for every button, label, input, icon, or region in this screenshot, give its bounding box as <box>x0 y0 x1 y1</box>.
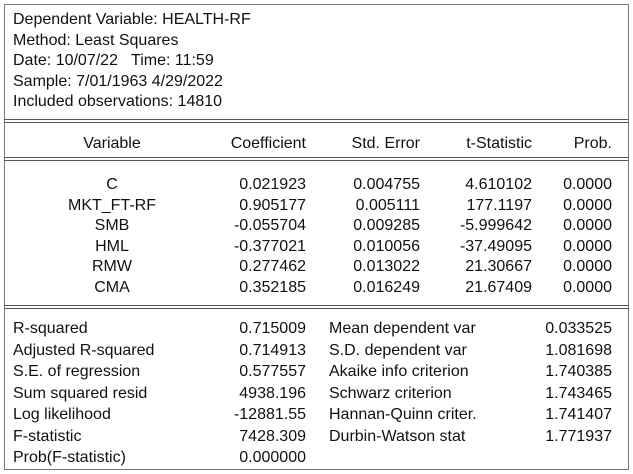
t-statistic-value: -37.49095 <box>459 237 532 255</box>
std-error-value: 0.009285 <box>353 217 420 234</box>
std-error-value: 0.016249 <box>353 278 420 296</box>
stat-label-prob-f-statistic: Prob(F-statistic) <box>13 449 126 466</box>
std-error-value: 0.013022 <box>353 258 420 275</box>
t-statistic-value: -5.999642 <box>459 217 532 234</box>
stat-value-adj-r-squared: 0.714913 <box>239 341 306 359</box>
stat-value-se-regression: 0.577557 <box>239 363 306 380</box>
prob-value: 0.0000 <box>563 176 612 193</box>
variable-name: RMW <box>92 258 132 275</box>
stat-value-akaike: 1.740385 <box>545 363 612 380</box>
stat-label-f-statistic: F-statistic <box>13 427 82 445</box>
method-line: Method: Least Squares <box>13 31 179 49</box>
divider-columns <box>4 157 629 161</box>
stat-value-f-statistic: 7428.309 <box>239 427 306 445</box>
prob-value: 0.0000 <box>563 278 612 296</box>
col-header-coefficient: Coefficient <box>230 135 306 152</box>
stat-value-hannan-quinn: 1.741407 <box>545 406 612 423</box>
col-header-prob: Prob. <box>573 135 612 152</box>
sample-line: Sample: 7/01/1963 4/29/2022 <box>13 72 223 90</box>
dependent-variable-line: Dependent Variable: HEALTH-RF <box>13 11 251 28</box>
coefficient-value: 0.905177 <box>239 196 306 214</box>
coefficient-value: 0.352185 <box>239 278 306 296</box>
divider-header <box>4 119 629 123</box>
col-header-t-statistic: t-Statistic <box>466 135 532 152</box>
stat-label-hannan-quinn: Hannan-Quinn criter. <box>329 406 477 423</box>
stat-value-sum-squared-resid: 4938.196 <box>239 384 306 402</box>
stat-label-se-regression: S.E. of regression <box>13 363 141 380</box>
stat-value-r-squared: 0.715009 <box>239 320 306 337</box>
col-header-std-error: Std. Error <box>351 135 420 152</box>
coefficient-value: -0.377021 <box>233 237 306 255</box>
std-error-value: 0.010056 <box>353 237 420 255</box>
stat-label-log-likelihood: Log likelihood <box>13 406 111 423</box>
stat-label-schwarz: Schwarz criterion <box>329 384 452 402</box>
t-statistic-value: 21.30667 <box>465 258 532 275</box>
stat-value-prob-f-statistic: 0.000000 <box>239 449 306 466</box>
coefficient-value: -0.055704 <box>233 217 306 234</box>
coefficient-value: 0.021923 <box>239 176 306 193</box>
t-statistic-value: 177.1197 <box>466 196 532 214</box>
variable-name: HML <box>95 237 129 255</box>
stat-value-durbin-watson: 1.771937 <box>545 427 612 445</box>
observations-line: Included observations: 14810 <box>13 93 223 111</box>
prob-value: 0.0000 <box>563 196 612 214</box>
stat-value-log-likelihood: -12881.55 <box>233 406 306 423</box>
estimation-header: Dependent Variable: HEALTH-RF Method: Le… <box>13 10 251 113</box>
divider-stats <box>4 305 629 309</box>
variable-name: CMA <box>94 278 130 296</box>
stat-label-adj-r-squared: Adjusted R-squared <box>13 341 155 359</box>
stat-label-sd-dependent: S.D. dependent var <box>329 341 467 359</box>
prob-value: 0.0000 <box>563 258 612 275</box>
stat-label-durbin-watson: Durbin-Watson stat <box>329 427 466 445</box>
t-statistic-value: 21.67409 <box>465 278 532 296</box>
stat-value-schwarz: 1.743465 <box>545 384 612 402</box>
stat-value-sd-dependent: 1.081698 <box>545 341 612 359</box>
variable-name: SMB <box>94 217 130 234</box>
stat-label-akaike: Akaike info criterion <box>329 363 469 380</box>
variable-name: C <box>106 176 118 193</box>
date-line: Date: 10/07/22 Time: 11:59 <box>13 52 214 70</box>
col-header-variable: Variable <box>83 135 141 152</box>
stat-label-r-squared: R-squared <box>13 320 88 337</box>
stat-label-mean-dependent: Mean dependent var <box>329 320 476 337</box>
prob-value: 0.0000 <box>563 217 612 234</box>
stat-label-sum-squared-resid: Sum squared resid <box>13 384 148 402</box>
prob-value: 0.0000 <box>563 237 612 255</box>
coefficient-value: 0.277462 <box>239 258 306 275</box>
std-error-value: 0.004755 <box>353 176 420 193</box>
stat-value-mean-dependent: 0.033525 <box>545 320 612 337</box>
std-error-value: 0.005111 <box>355 196 420 214</box>
output-frame <box>4 4 629 470</box>
variable-name: MKT_FT-RF <box>68 196 156 214</box>
t-statistic-value: 4.610102 <box>465 176 532 193</box>
